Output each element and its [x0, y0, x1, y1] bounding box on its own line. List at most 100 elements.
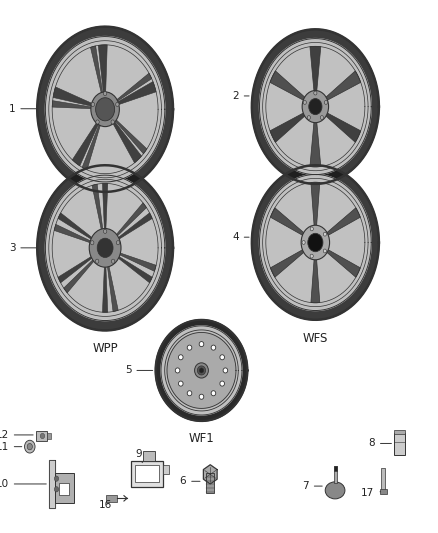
Polygon shape: [116, 82, 156, 106]
Ellipse shape: [194, 363, 208, 378]
Ellipse shape: [199, 394, 204, 399]
Ellipse shape: [220, 381, 225, 386]
Ellipse shape: [175, 368, 180, 373]
Circle shape: [309, 99, 322, 115]
Text: 5: 5: [125, 366, 153, 375]
Polygon shape: [167, 333, 236, 408]
Polygon shape: [102, 183, 108, 235]
Polygon shape: [270, 112, 307, 142]
Bar: [47, 433, 51, 439]
Circle shape: [25, 440, 35, 453]
Circle shape: [301, 225, 329, 260]
Ellipse shape: [178, 381, 183, 386]
Polygon shape: [259, 174, 371, 311]
Ellipse shape: [223, 368, 228, 373]
Bar: [380, 489, 387, 494]
Polygon shape: [115, 73, 152, 103]
Text: WFS: WFS: [303, 332, 328, 344]
Ellipse shape: [220, 355, 225, 360]
Circle shape: [111, 259, 115, 263]
Polygon shape: [252, 165, 379, 320]
Bar: [131, 461, 163, 487]
Circle shape: [96, 120, 99, 124]
Text: 4: 4: [232, 232, 249, 242]
Polygon shape: [324, 112, 361, 142]
Ellipse shape: [211, 345, 216, 350]
Circle shape: [323, 249, 326, 253]
Circle shape: [54, 487, 59, 492]
Polygon shape: [161, 326, 242, 415]
Circle shape: [27, 443, 32, 450]
Text: 11: 11: [0, 442, 22, 451]
Polygon shape: [261, 40, 370, 173]
Circle shape: [95, 259, 99, 263]
Polygon shape: [53, 87, 95, 107]
Polygon shape: [270, 208, 305, 236]
Polygon shape: [49, 460, 55, 508]
Circle shape: [91, 241, 94, 245]
Polygon shape: [113, 203, 146, 240]
Text: 9: 9: [136, 449, 142, 463]
Polygon shape: [324, 71, 361, 101]
Text: WFK: WFK: [302, 196, 328, 208]
Bar: [334, 466, 337, 471]
Text: 1: 1: [9, 104, 37, 114]
Ellipse shape: [187, 391, 192, 396]
Circle shape: [314, 91, 317, 95]
Polygon shape: [107, 260, 118, 312]
Polygon shape: [64, 256, 98, 293]
Circle shape: [95, 98, 115, 121]
Polygon shape: [310, 119, 321, 167]
Polygon shape: [54, 224, 95, 244]
Text: 6: 6: [180, 477, 200, 486]
Text: 10: 10: [0, 479, 46, 489]
Text: 12: 12: [0, 430, 33, 440]
Bar: [334, 466, 337, 483]
Polygon shape: [270, 71, 307, 101]
Ellipse shape: [325, 482, 345, 499]
Circle shape: [308, 233, 323, 252]
Bar: [135, 465, 159, 482]
Circle shape: [91, 102, 95, 107]
Bar: [55, 473, 74, 503]
Polygon shape: [155, 320, 247, 421]
Circle shape: [325, 101, 328, 104]
Polygon shape: [115, 252, 156, 271]
Ellipse shape: [187, 345, 192, 350]
Text: 2: 2: [232, 91, 249, 101]
Bar: [394, 430, 405, 434]
Polygon shape: [58, 213, 96, 242]
Circle shape: [91, 92, 120, 127]
Circle shape: [320, 116, 324, 119]
Polygon shape: [310, 46, 321, 94]
Polygon shape: [114, 254, 152, 283]
Bar: [394, 433, 405, 455]
Polygon shape: [72, 120, 100, 166]
Circle shape: [310, 254, 313, 258]
Polygon shape: [325, 208, 360, 236]
Bar: [143, 451, 155, 461]
Polygon shape: [82, 122, 101, 170]
Circle shape: [40, 433, 45, 439]
Polygon shape: [46, 175, 165, 320]
Circle shape: [97, 238, 113, 257]
Circle shape: [302, 240, 305, 245]
Circle shape: [323, 232, 326, 236]
Polygon shape: [37, 165, 173, 330]
Text: WF1: WF1: [189, 432, 214, 445]
Polygon shape: [111, 119, 141, 163]
Text: WPA: WPA: [92, 204, 118, 216]
Circle shape: [111, 120, 114, 124]
Polygon shape: [58, 254, 96, 283]
Circle shape: [302, 91, 328, 123]
Polygon shape: [52, 101, 94, 109]
Polygon shape: [261, 176, 370, 309]
Polygon shape: [311, 257, 320, 303]
Ellipse shape: [198, 366, 205, 375]
Circle shape: [310, 227, 313, 231]
Text: WPP: WPP: [92, 342, 118, 355]
Circle shape: [103, 92, 107, 95]
Text: 3: 3: [9, 243, 37, 253]
Polygon shape: [47, 38, 163, 180]
Circle shape: [103, 229, 107, 233]
